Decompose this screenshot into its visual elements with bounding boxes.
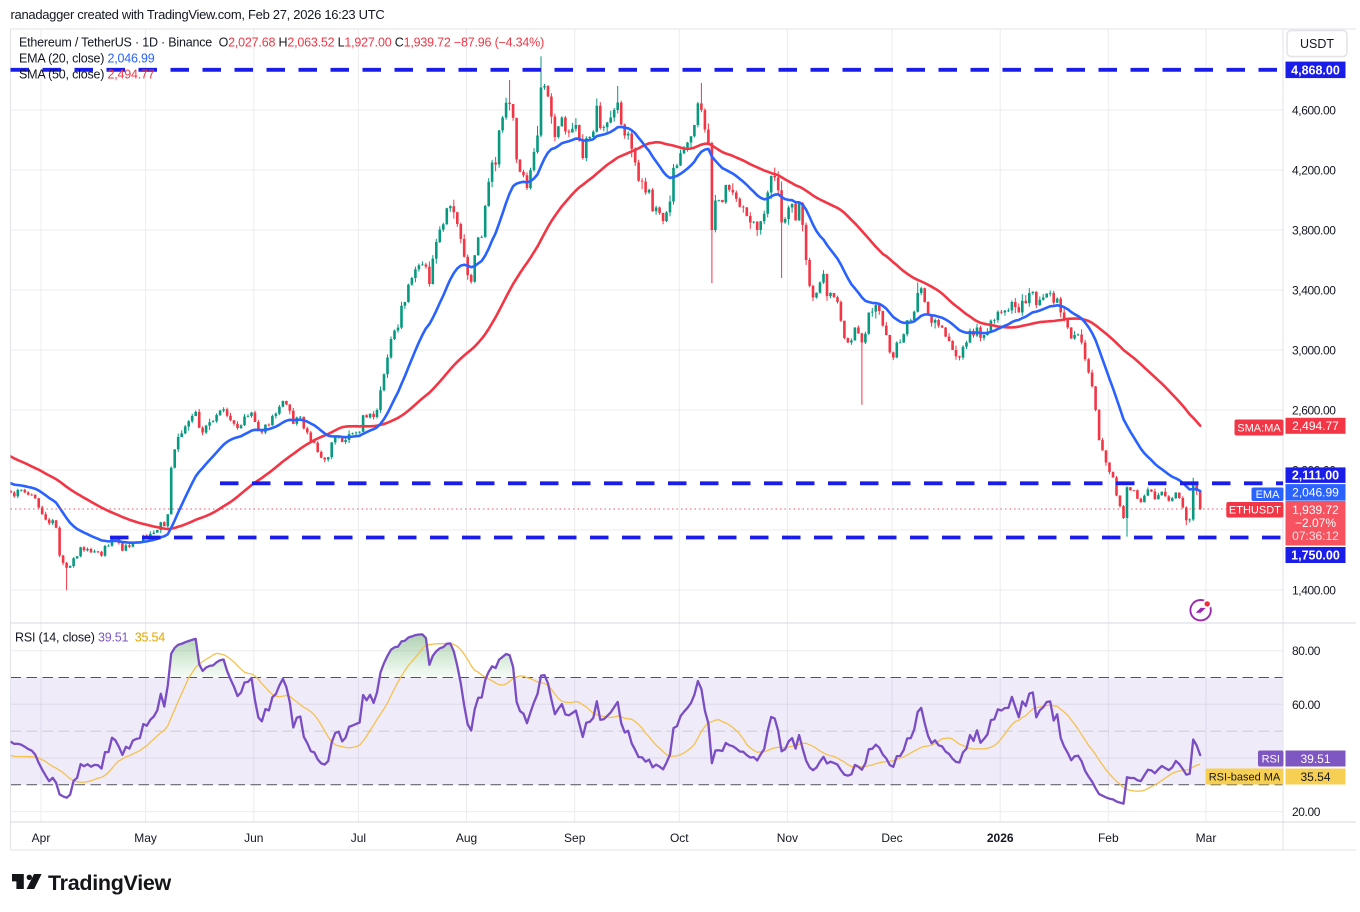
svg-text:Feb: Feb	[1098, 831, 1119, 845]
svg-text:RSI (14, close) 39.51 35.54: RSI (14, close) 39.51 35.54	[15, 631, 165, 645]
svg-text:Sep: Sep	[564, 831, 586, 845]
svg-text:Ethereum / TetherUS · 1D · Bin: Ethereum / TetherUS · 1D · Binance O2,02…	[19, 36, 544, 50]
svg-text:Jul: Jul	[351, 831, 366, 845]
svg-text:Dec: Dec	[881, 831, 902, 845]
svg-text:2026: 2026	[987, 831, 1014, 845]
svg-text:2,494.77: 2,494.77	[1292, 419, 1339, 433]
svg-text:Aug: Aug	[456, 831, 477, 845]
svg-text:RSI: RSI	[1262, 753, 1280, 765]
svg-text:EMA (20, close) 2,046.99: EMA (20, close) 2,046.99	[19, 52, 155, 66]
svg-text:1,750.00: 1,750.00	[1291, 549, 1340, 563]
svg-text:2,111.00: 2,111.00	[1292, 469, 1339, 483]
svg-text:Apr: Apr	[32, 831, 51, 845]
svg-text:4,600.00: 4,600.00	[1292, 104, 1336, 118]
svg-text:Oct: Oct	[670, 831, 689, 845]
svg-text:3,000.00: 3,000.00	[1292, 344, 1336, 358]
svg-text:TradingView: TradingView	[48, 871, 172, 895]
svg-text:07:36:12: 07:36:12	[1292, 529, 1339, 543]
svg-text:20.00: 20.00	[1292, 805, 1321, 819]
svg-text:60.00: 60.00	[1292, 698, 1321, 712]
svg-text:1,400.00: 1,400.00	[1292, 584, 1336, 598]
svg-text:RSI-based MA: RSI-based MA	[1209, 771, 1281, 783]
svg-text:4,868.00: 4,868.00	[1291, 63, 1340, 77]
svg-text:3,400.00: 3,400.00	[1292, 284, 1336, 298]
svg-text:ETHUSDT: ETHUSDT	[1229, 505, 1281, 517]
svg-text:SMA:MA: SMA:MA	[1237, 422, 1281, 434]
svg-text:May: May	[134, 831, 157, 845]
svg-text:Mar: Mar	[1196, 831, 1217, 845]
svg-text:−2.07%: −2.07%	[1295, 516, 1336, 530]
svg-text:4,200.00: 4,200.00	[1292, 164, 1336, 178]
svg-text:Jun: Jun	[244, 831, 263, 845]
svg-text:ranadagger created with Tradin: ranadagger created with TradingView.com,…	[11, 7, 385, 22]
svg-text:35.54: 35.54	[1300, 770, 1330, 784]
svg-text:80.00: 80.00	[1292, 644, 1321, 658]
svg-text:EMA: EMA	[1256, 489, 1281, 501]
svg-text:Nov: Nov	[777, 831, 798, 845]
svg-text:3,800.00: 3,800.00	[1292, 224, 1336, 238]
svg-text:SMA (50, close) 2,494.77: SMA (50, close) 2,494.77	[19, 68, 155, 82]
svg-text:1,939.72: 1,939.72	[1292, 503, 1339, 517]
svg-text:39.51: 39.51	[1300, 752, 1330, 766]
svg-text:2,046.99: 2,046.99	[1292, 486, 1339, 500]
svg-text:USDT: USDT	[1300, 37, 1334, 51]
svg-text:2,600.00: 2,600.00	[1292, 404, 1336, 418]
